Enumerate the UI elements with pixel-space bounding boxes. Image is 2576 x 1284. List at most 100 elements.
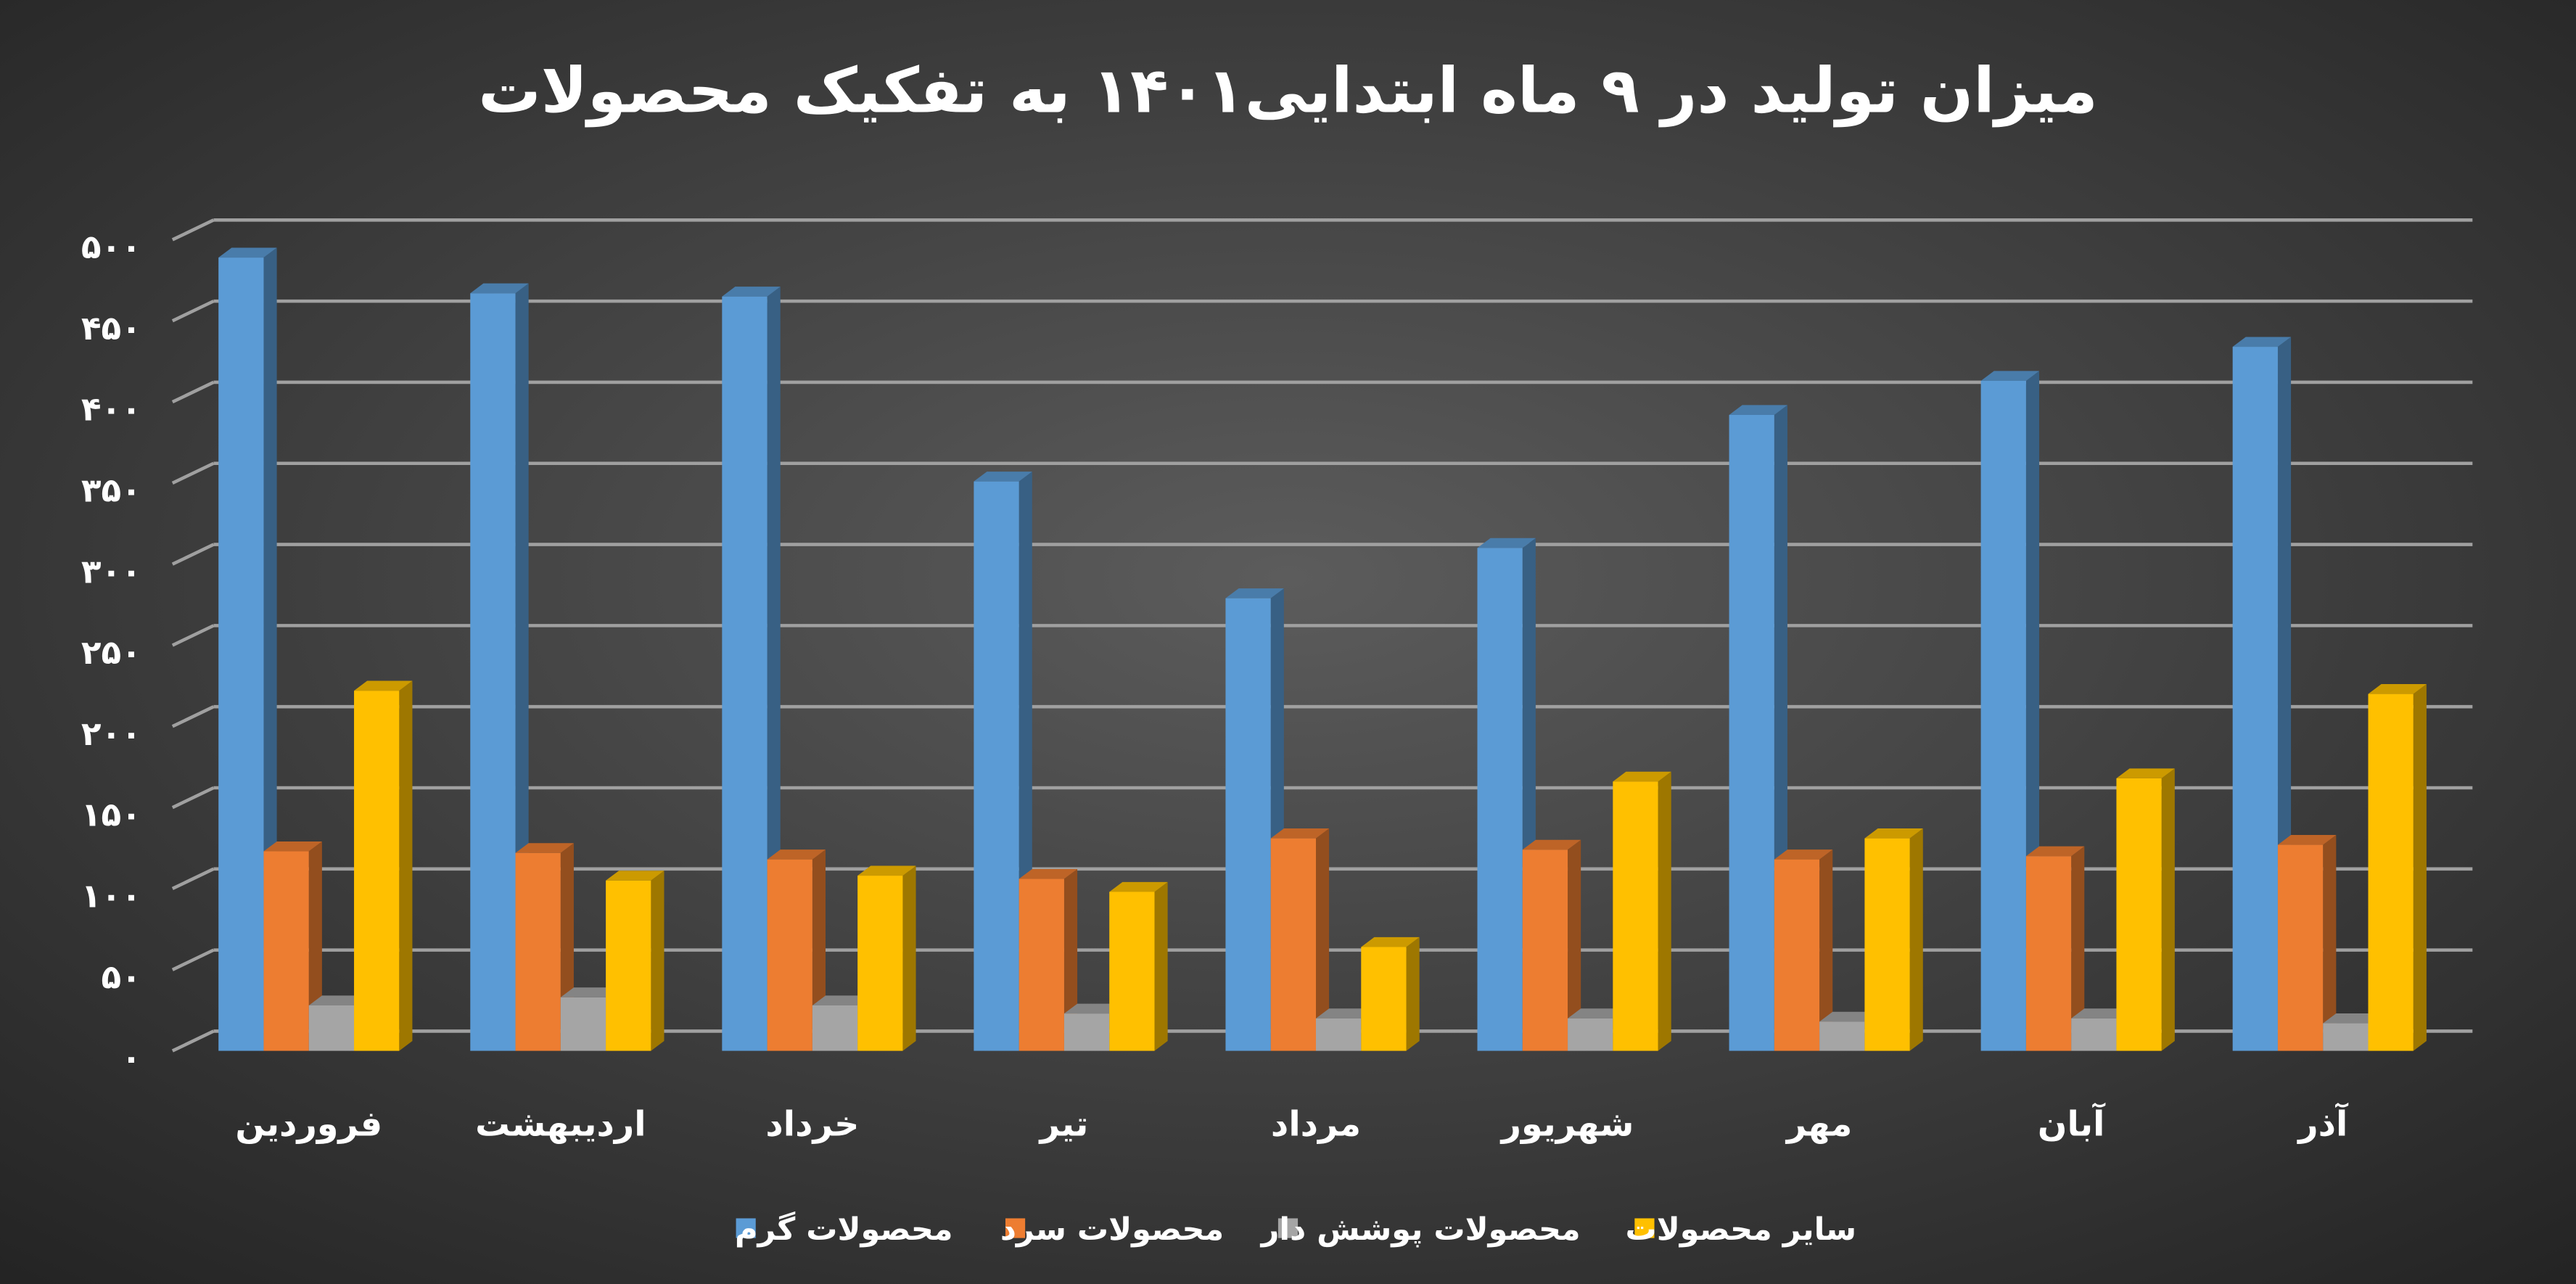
bar-top [2232,337,2292,347]
legend-label: محصولات گرم [735,1211,953,1248]
legend-swatch [736,1218,756,1238]
bar-top [1315,1008,1375,1018]
x-tick-label: آبان [2038,1103,2106,1145]
bar [767,859,812,1051]
bar [1522,849,1568,1051]
bar [1980,381,2026,1051]
bar-side [651,871,664,1051]
grid-depth-line [171,1029,215,1053]
bar [606,880,651,1051]
x-tick-label: خرداد [765,1105,859,1145]
bar [1315,1018,1362,1051]
bar [354,691,400,1051]
bar [1729,414,1774,1051]
bar-top [1019,868,1078,879]
x-tick-label: مرداد [1271,1105,1361,1145]
bar [1063,1013,1110,1051]
y-tick-label: ۲۰۰ [81,715,141,753]
bar-top [1225,588,1284,598]
bar-top [1361,937,1420,947]
grid-depth-line [171,461,215,485]
bar-side [2071,846,2085,1051]
bar [560,997,606,1051]
bar-top [1522,839,1581,850]
bar-side [1315,828,1330,1051]
legend-label: محصولات سرد [1000,1211,1224,1248]
bar-top [1980,371,2040,382]
bar-top [857,865,916,876]
bar [1819,1021,1865,1051]
bar-side [1568,839,1581,1051]
bar [1774,859,1820,1051]
grid-depth-line [171,948,215,971]
bar-top [2071,1008,2130,1018]
bar [2277,844,2324,1051]
bar-side [2323,835,2337,1051]
x-tick-label: اردیبهشت [475,1105,646,1145]
bar [515,852,561,1051]
bar-top [974,472,1032,482]
grid-depth-line [171,300,215,323]
y-tick-label: ۰ [121,1039,141,1077]
bar-top [1063,1003,1123,1014]
bar-top [767,849,826,860]
x-tick-label: مهر [1785,1105,1852,1145]
bar [2025,856,2072,1051]
bar-top [354,680,413,691]
bar-side [1658,771,1671,1051]
bar [974,481,1019,1051]
bar-top [1568,1008,1626,1018]
grid-depth-line [171,218,215,242]
bar [1270,838,1316,1051]
bar-top [560,987,620,997]
bar [857,876,903,1051]
grid-depth-line [171,705,215,728]
bar-top [1774,849,1833,860]
bar [2116,778,2162,1051]
x-tick-label: فروردین [235,1105,382,1145]
bar [1613,781,1658,1051]
legend-swatch [1005,1218,1026,1238]
bar-top [1270,828,1330,839]
grid-depth-line [171,867,215,891]
bar [2323,1023,2369,1051]
x-tick-label: شهریور [1500,1105,1634,1145]
grid-depth-line [171,380,215,404]
bar-side [2161,768,2175,1051]
y-tick-label: ۵۰ [101,958,141,996]
bar-side [1154,881,1168,1051]
bar-top [1729,405,1787,415]
bar [2071,1018,2117,1051]
bar-side [1063,868,1078,1051]
legend: محصولات گرم محصولات سرد محصولات پوشش دار سا… [735,1211,1856,1248]
bar-top [263,841,322,852]
y-tick-label: ۴۰۰ [81,390,141,429]
y-tick-label: ۴۵۰ [81,309,141,347]
bar-top [218,247,277,258]
bar [1019,878,1064,1051]
y-tick-label: ۳۵۰ [81,471,141,509]
bar-top [515,843,574,853]
bar-top [1613,771,1671,782]
bar [263,851,309,1051]
bar-side [1406,937,1420,1051]
bar [1864,838,1910,1051]
legend-swatch [1277,1218,1299,1238]
bar-top [308,995,368,1005]
bar-side [1909,828,1923,1051]
legend-label: محصولات پوشش دار [1260,1211,1581,1248]
bar-side [399,680,413,1051]
bar [1477,548,1523,1051]
bar-side [1819,849,1833,1051]
bar [1568,1018,1613,1051]
bar-top [722,287,781,297]
bar [2232,347,2278,1051]
bar [218,258,264,1051]
grid-depth-line [171,543,215,566]
x-tick-label: تیر [1039,1105,1089,1145]
bar-top [1819,1011,1878,1022]
bar-top [1109,881,1168,892]
bar-top [812,995,871,1005]
